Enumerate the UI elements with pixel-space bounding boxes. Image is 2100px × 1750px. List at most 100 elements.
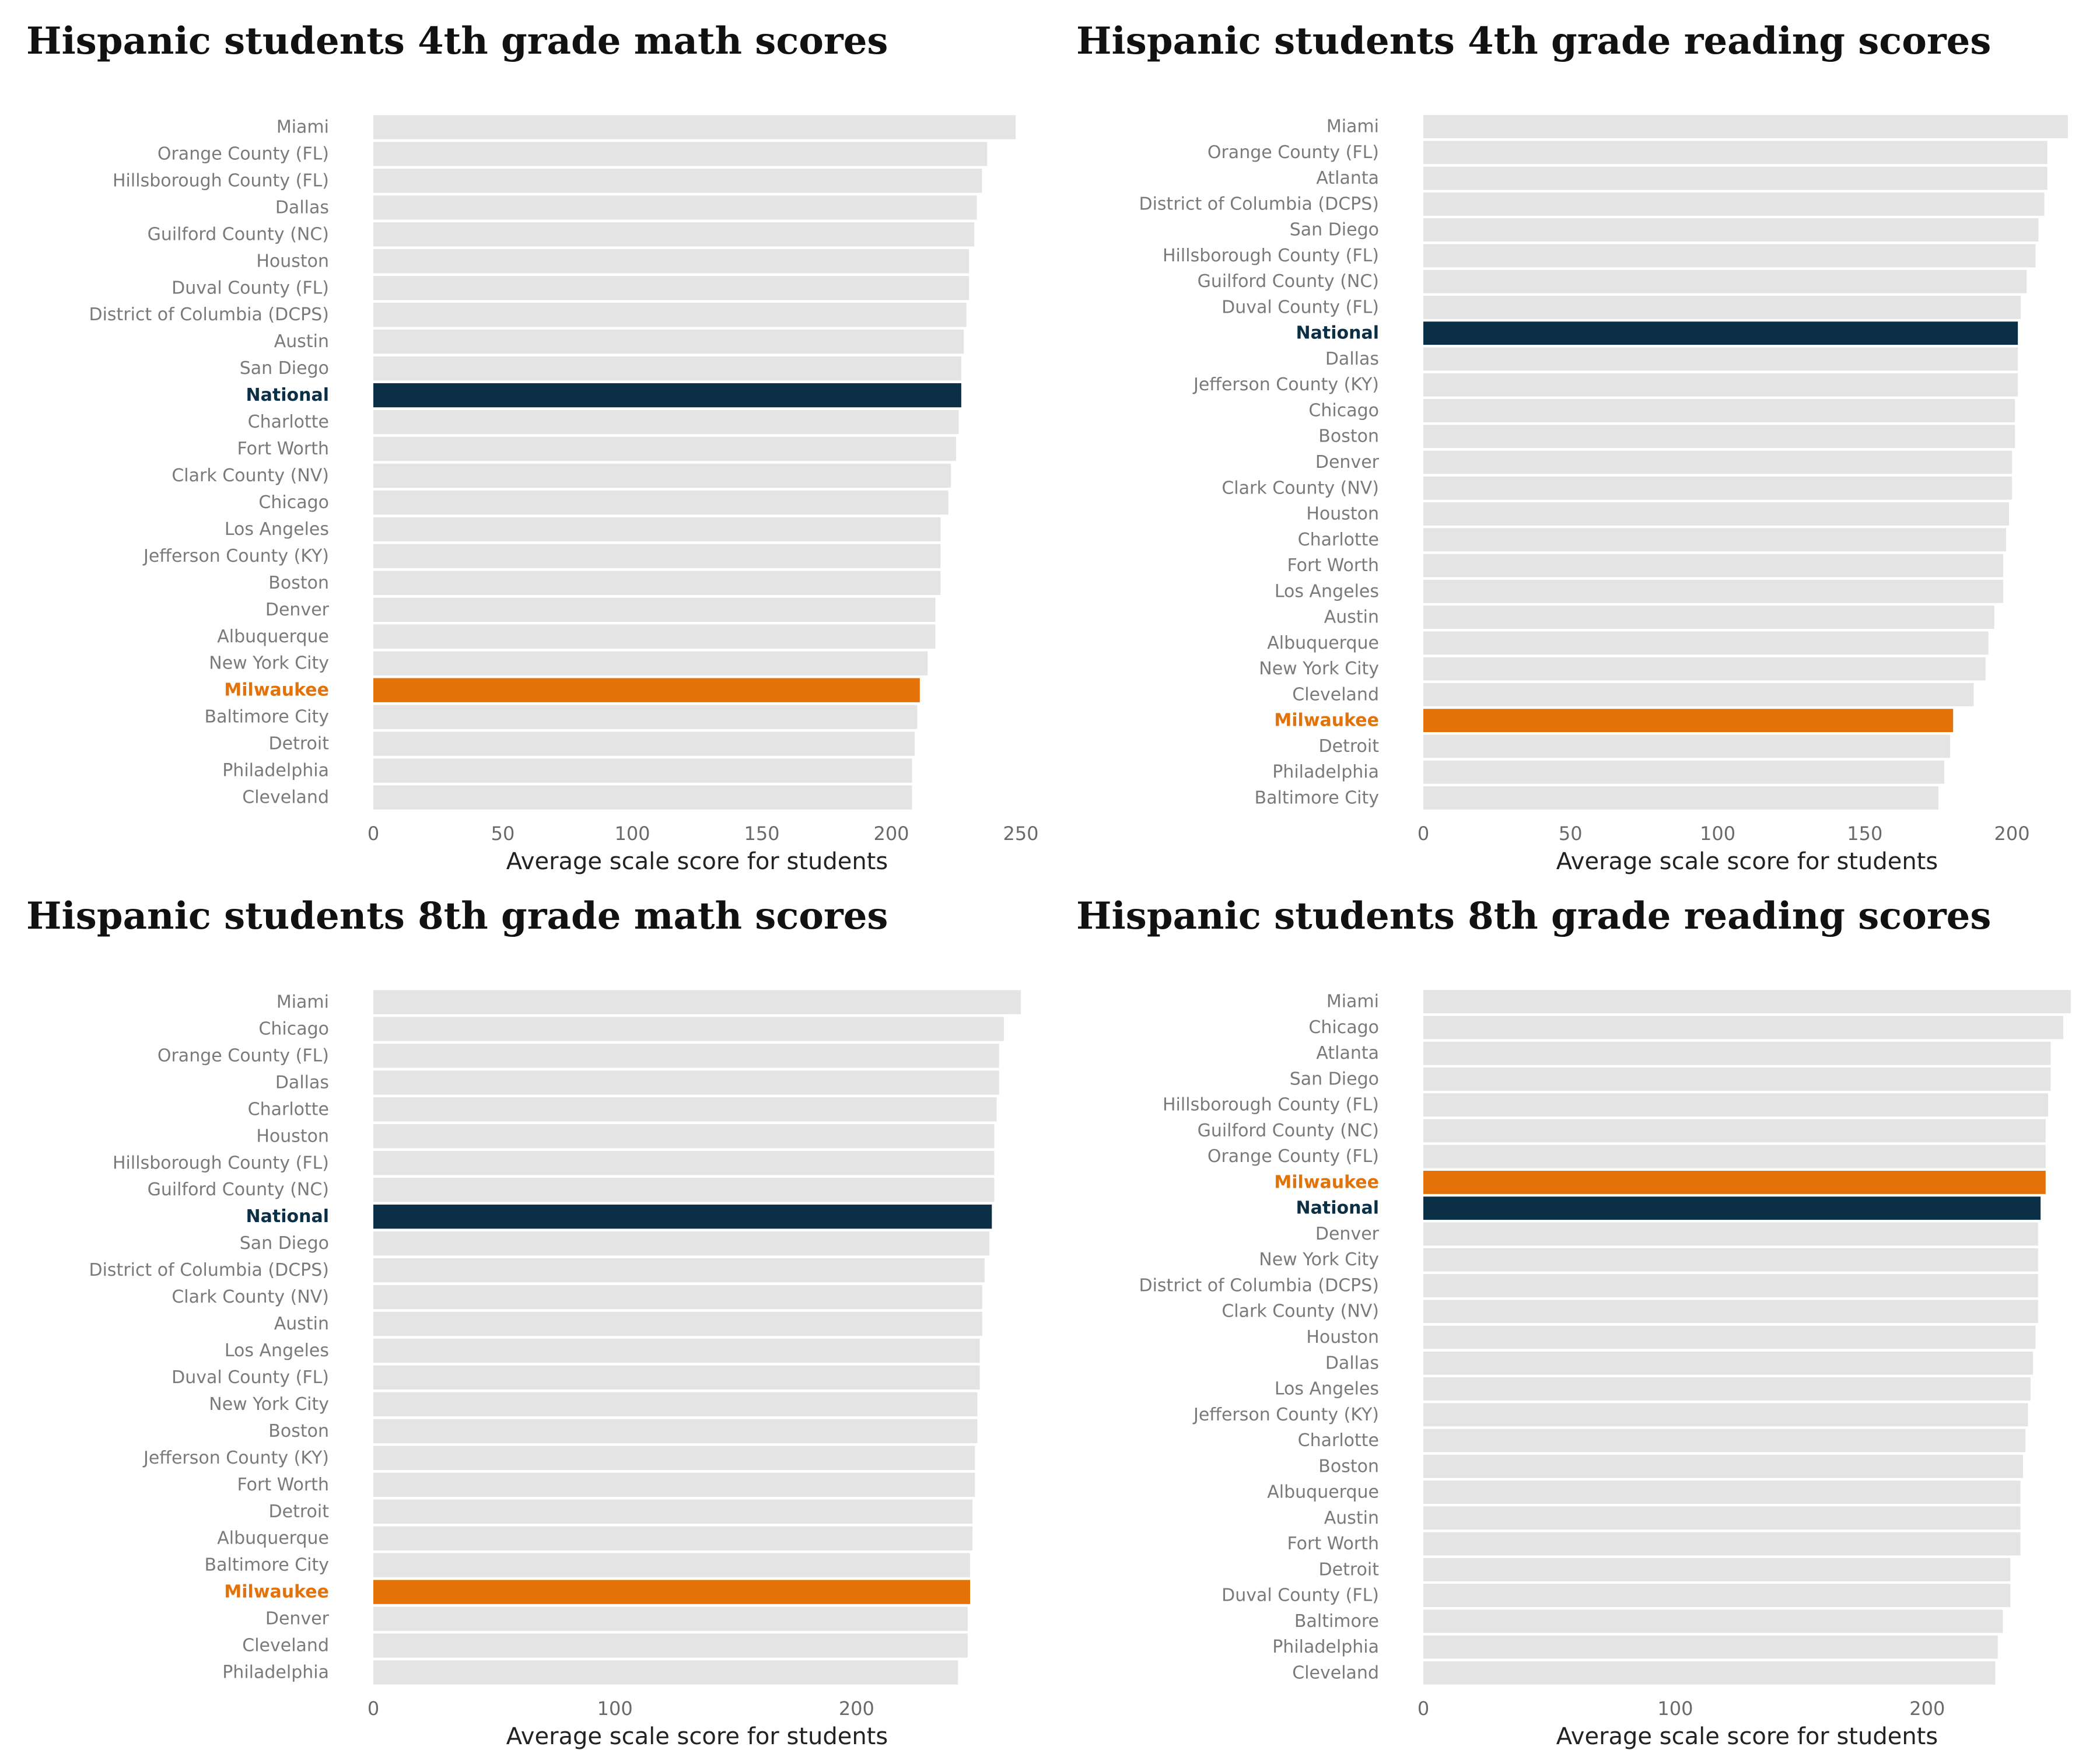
bar-boston	[1423, 1454, 2023, 1478]
category-label-charlotte: Charlotte	[248, 412, 329, 432]
category-label-guilford-county-nc: Guilford County (NC)	[148, 224, 329, 244]
bar-jefferson-county-ky	[373, 544, 941, 569]
category-label-san-diego: San Diego	[1290, 220, 1379, 240]
category-label-new-york-city: New York City	[1259, 1250, 1379, 1270]
category-label-chicago: Chicago	[1308, 1017, 1379, 1038]
category-label-dallas: Dallas	[1325, 1353, 1379, 1373]
bar-albuquerque	[373, 1526, 973, 1550]
x-tick-label: 200	[873, 822, 909, 845]
category-label-milwaukee: Milwaukee	[1274, 1172, 1379, 1192]
category-label-boston: Boston	[268, 1421, 329, 1441]
bar-jefferson-county-ky	[1423, 373, 2018, 397]
bar-new-york-city	[373, 651, 928, 676]
bar-new-york-city	[1423, 1248, 2038, 1272]
category-label-guilford-county-nc: Guilford County (NC)	[148, 1180, 329, 1200]
bar-national	[1423, 1196, 2041, 1220]
bar-houston	[1423, 502, 2010, 526]
category-label-milwaukee: Milwaukee	[224, 1582, 329, 1602]
category-label-denver: Denver	[1315, 1224, 1380, 1244]
category-label-orange-county-fl: Orange County (FL)	[158, 1045, 329, 1066]
bar-baltimore-city	[1423, 786, 1938, 810]
bar-clark-county-nv	[373, 1284, 982, 1310]
bar-denver	[1423, 450, 2013, 474]
bar-houston	[373, 249, 970, 274]
bar-boston	[373, 1419, 978, 1444]
bar-national	[1423, 321, 2018, 345]
category-label-austin: Austin	[274, 1314, 329, 1334]
bar-los-angeles	[1423, 579, 2003, 603]
bar-miami	[1423, 115, 2068, 139]
category-label-san-diego: San Diego	[240, 358, 329, 379]
x-tick-label: 200	[1994, 822, 2030, 845]
bar-guilford-county-nc	[1423, 1119, 2046, 1143]
bar-jefferson-county-ky	[1423, 1403, 2028, 1427]
category-label-district-of-columbia-dcps: District of Columbia (DCPS)	[1139, 1275, 1379, 1296]
category-label-baltimore-city: Baltimore City	[205, 1555, 329, 1576]
bar-district-of-columbia-dcps	[1423, 1274, 2038, 1297]
category-label-albuquerque: Albuquerque	[1267, 633, 1379, 653]
bar-atlanta	[1423, 166, 2048, 190]
bar-district-of-columbia-dcps	[1423, 192, 2045, 216]
chart-8th-grade-reading: Hispanic students 8th grade reading scor…	[1076, 894, 2071, 1750]
category-label-clark-county-nv: Clark County (NV)	[1222, 478, 1379, 498]
category-label-national: National	[246, 1206, 329, 1227]
category-label-miami: Miami	[276, 117, 329, 137]
bar-baltimore-city	[373, 1553, 971, 1577]
chart-title: Hispanic students 4th grade reading scor…	[1076, 19, 1991, 63]
bar-district-of-columbia-dcps	[373, 303, 967, 327]
chart-4th-grade-reading: Hispanic students 4th grade reading scor…	[1076, 19, 2068, 875]
chart-panel-2: Hispanic students 4th grade reading scor…	[1050, 0, 2100, 875]
bar-cleveland	[1423, 1661, 1996, 1685]
bar-chicago	[373, 490, 949, 515]
bar-denver	[1423, 1222, 2038, 1246]
bar-detroit	[1423, 734, 1951, 758]
chart-panel-3: Hispanic students 8th grade math scores M…	[0, 875, 1050, 1750]
bar-hillsborough-county-fl	[1423, 244, 2036, 268]
category-label-los-angeles: Los Angeles	[225, 519, 329, 540]
category-label-los-angeles: Los Angeles	[1275, 1379, 1379, 1399]
bar-charlotte	[1423, 528, 2006, 552]
bar-milwaukee	[373, 1580, 971, 1604]
x-tick-label: 0	[1418, 822, 1429, 845]
category-label-dallas: Dallas	[275, 1072, 329, 1093]
bar-guilford-county-nc	[1423, 270, 2027, 293]
category-label-baltimore: Baltimore	[1294, 1611, 1379, 1632]
bar-guilford-county-nc	[373, 222, 975, 247]
bar-chicago	[1423, 399, 2015, 422]
category-label-jefferson-county-ky: Jefferson County (KY)	[1192, 1405, 1379, 1425]
bar-national	[373, 383, 961, 408]
category-label-charlotte: Charlotte	[1298, 1430, 1379, 1451]
x-axis-label: Average scale score for students	[1556, 848, 1938, 875]
category-label-chicago: Chicago	[258, 492, 329, 513]
category-label-boston: Boston	[268, 573, 329, 593]
category-label-new-york-city: New York City	[1259, 659, 1379, 679]
bar-clark-county-nv	[1423, 476, 2013, 500]
category-label-albuquerque: Albuquerque	[1267, 1482, 1379, 1503]
category-label-miami: Miami	[1326, 117, 1379, 137]
x-tick-label: 100	[614, 822, 650, 845]
category-label-baltimore-city: Baltimore City	[1255, 788, 1379, 808]
category-label-boston: Boston	[1318, 1456, 1379, 1476]
category-label-fort-worth: Fort Worth	[237, 439, 329, 459]
category-label-los-angeles: Los Angeles	[225, 1340, 329, 1361]
category-label-orange-county-fl: Orange County (FL)	[1208, 142, 1379, 163]
bar-jefferson-county-ky	[373, 1446, 975, 1471]
category-label-detroit: Detroit	[1319, 1559, 1380, 1580]
chart-panel-1: Hispanic students 4th grade math scores M…	[0, 0, 1050, 875]
category-label-philadelphia: Philadelphia	[1272, 1637, 1379, 1657]
x-tick-label: 0	[1418, 1698, 1429, 1720]
category-label-dallas: Dallas	[275, 197, 329, 218]
bar-los-angeles	[373, 1338, 980, 1363]
bar-miami	[373, 990, 1021, 1014]
bar-baltimore-city	[373, 705, 918, 729]
x-tick-label: 100	[597, 1698, 633, 1720]
category-label-san-diego: San Diego	[240, 1233, 329, 1254]
category-label-miami: Miami	[1326, 992, 1379, 1012]
bar-hillsborough-county-fl	[373, 169, 982, 193]
bar-duval-county-fl	[373, 1365, 980, 1390]
category-label-guilford-county-nc: Guilford County (NC)	[1198, 271, 1379, 292]
bar-atlanta	[1423, 1041, 2051, 1065]
bar-denver	[373, 597, 936, 622]
category-label-hillsborough-county-fl: Hillsborough County (FL)	[1163, 1095, 1379, 1115]
bar-cleveland	[373, 785, 912, 810]
